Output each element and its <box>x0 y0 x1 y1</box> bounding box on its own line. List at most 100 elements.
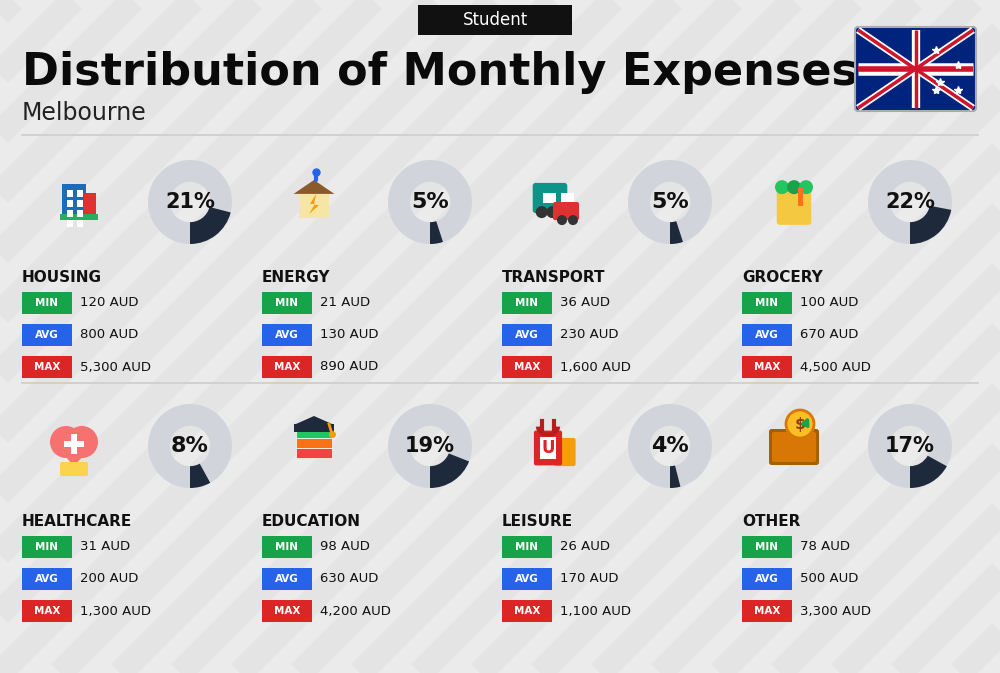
Wedge shape <box>148 404 232 488</box>
Wedge shape <box>628 404 712 488</box>
FancyBboxPatch shape <box>855 27 976 111</box>
FancyBboxPatch shape <box>262 600 312 622</box>
FancyBboxPatch shape <box>67 220 73 227</box>
Circle shape <box>786 410 814 438</box>
Circle shape <box>50 426 82 458</box>
Text: MAX: MAX <box>754 606 780 616</box>
Text: OTHER: OTHER <box>742 514 800 529</box>
Text: 670 AUD: 670 AUD <box>800 328 858 341</box>
FancyBboxPatch shape <box>62 184 86 219</box>
FancyBboxPatch shape <box>67 211 73 217</box>
Text: Student: Student <box>462 11 528 29</box>
Wedge shape <box>430 454 469 488</box>
Circle shape <box>66 426 98 458</box>
Text: MAX: MAX <box>34 606 60 616</box>
FancyBboxPatch shape <box>561 193 574 203</box>
FancyBboxPatch shape <box>262 324 312 346</box>
Text: 170 AUD: 170 AUD <box>560 573 618 586</box>
Text: 5%: 5% <box>651 192 689 212</box>
FancyBboxPatch shape <box>22 292 72 314</box>
Text: 120 AUD: 120 AUD <box>80 297 138 310</box>
FancyBboxPatch shape <box>742 568 792 590</box>
Text: 130 AUD: 130 AUD <box>320 328 378 341</box>
Text: 630 AUD: 630 AUD <box>320 573 378 586</box>
Text: MIN: MIN <box>36 542 58 552</box>
Text: AVG: AVG <box>755 330 779 340</box>
FancyBboxPatch shape <box>769 429 819 465</box>
FancyBboxPatch shape <box>418 5 572 35</box>
Text: AVG: AVG <box>275 330 299 340</box>
Text: EDUCATION: EDUCATION <box>262 514 361 529</box>
FancyBboxPatch shape <box>71 434 77 454</box>
FancyBboxPatch shape <box>533 183 567 213</box>
Text: 800 AUD: 800 AUD <box>80 328 138 341</box>
FancyBboxPatch shape <box>22 536 72 558</box>
Text: 4%: 4% <box>651 436 689 456</box>
Text: MAX: MAX <box>514 362 540 372</box>
FancyBboxPatch shape <box>22 356 72 378</box>
FancyBboxPatch shape <box>777 187 811 225</box>
FancyBboxPatch shape <box>772 432 816 462</box>
Text: MIN: MIN <box>276 298 298 308</box>
FancyBboxPatch shape <box>22 568 72 590</box>
Text: U: U <box>541 439 555 457</box>
Text: LEISURE: LEISURE <box>502 514 573 529</box>
FancyBboxPatch shape <box>262 292 312 314</box>
Polygon shape <box>294 180 334 194</box>
Text: MIN: MIN <box>756 542 778 552</box>
Text: ENERGY: ENERGY <box>262 270 330 285</box>
Text: 500 AUD: 500 AUD <box>800 573 858 586</box>
Text: Melbourne: Melbourne <box>22 101 147 125</box>
Text: MAX: MAX <box>514 606 540 616</box>
Text: 1,300 AUD: 1,300 AUD <box>80 604 151 618</box>
Text: AVG: AVG <box>755 574 779 584</box>
FancyBboxPatch shape <box>296 428 332 438</box>
Text: MIN: MIN <box>756 298 778 308</box>
Text: HEALTHCARE: HEALTHCARE <box>22 514 132 529</box>
FancyBboxPatch shape <box>502 324 552 346</box>
Polygon shape <box>52 442 96 466</box>
FancyBboxPatch shape <box>296 448 332 458</box>
Wedge shape <box>190 207 231 244</box>
Text: 17%: 17% <box>885 436 935 456</box>
Text: AVG: AVG <box>35 330 59 340</box>
FancyBboxPatch shape <box>769 429 819 465</box>
FancyBboxPatch shape <box>77 211 83 217</box>
Text: MAX: MAX <box>274 606 300 616</box>
Circle shape <box>536 206 548 218</box>
FancyBboxPatch shape <box>742 600 792 622</box>
FancyBboxPatch shape <box>534 431 562 466</box>
Text: Distribution of Monthly Expenses: Distribution of Monthly Expenses <box>22 50 858 94</box>
Circle shape <box>787 180 801 194</box>
Text: AVG: AVG <box>275 574 299 584</box>
FancyBboxPatch shape <box>299 194 329 218</box>
FancyBboxPatch shape <box>67 190 73 197</box>
Text: 230 AUD: 230 AUD <box>560 328 618 341</box>
Circle shape <box>799 180 813 194</box>
Text: 36 AUD: 36 AUD <box>560 297 610 310</box>
Text: 3,300 AUD: 3,300 AUD <box>800 604 871 618</box>
Circle shape <box>546 206 558 218</box>
FancyBboxPatch shape <box>22 324 72 346</box>
Text: 22%: 22% <box>885 192 935 212</box>
Text: MIN: MIN <box>516 298 538 308</box>
FancyBboxPatch shape <box>64 441 84 447</box>
Text: 8%: 8% <box>171 436 209 456</box>
Wedge shape <box>670 221 683 244</box>
Text: 31 AUD: 31 AUD <box>80 540 130 553</box>
FancyBboxPatch shape <box>262 568 312 590</box>
FancyBboxPatch shape <box>553 202 579 220</box>
Polygon shape <box>296 416 332 432</box>
Text: 200 AUD: 200 AUD <box>80 573 138 586</box>
FancyBboxPatch shape <box>60 213 98 219</box>
FancyBboxPatch shape <box>84 192 96 219</box>
FancyBboxPatch shape <box>262 536 312 558</box>
Wedge shape <box>910 206 951 244</box>
Text: MAX: MAX <box>274 362 300 372</box>
Text: MIN: MIN <box>36 298 58 308</box>
FancyBboxPatch shape <box>543 193 556 203</box>
Text: 1,100 AUD: 1,100 AUD <box>560 604 631 618</box>
Text: AVG: AVG <box>35 574 59 584</box>
Circle shape <box>775 180 789 194</box>
Text: 21%: 21% <box>165 192 215 212</box>
